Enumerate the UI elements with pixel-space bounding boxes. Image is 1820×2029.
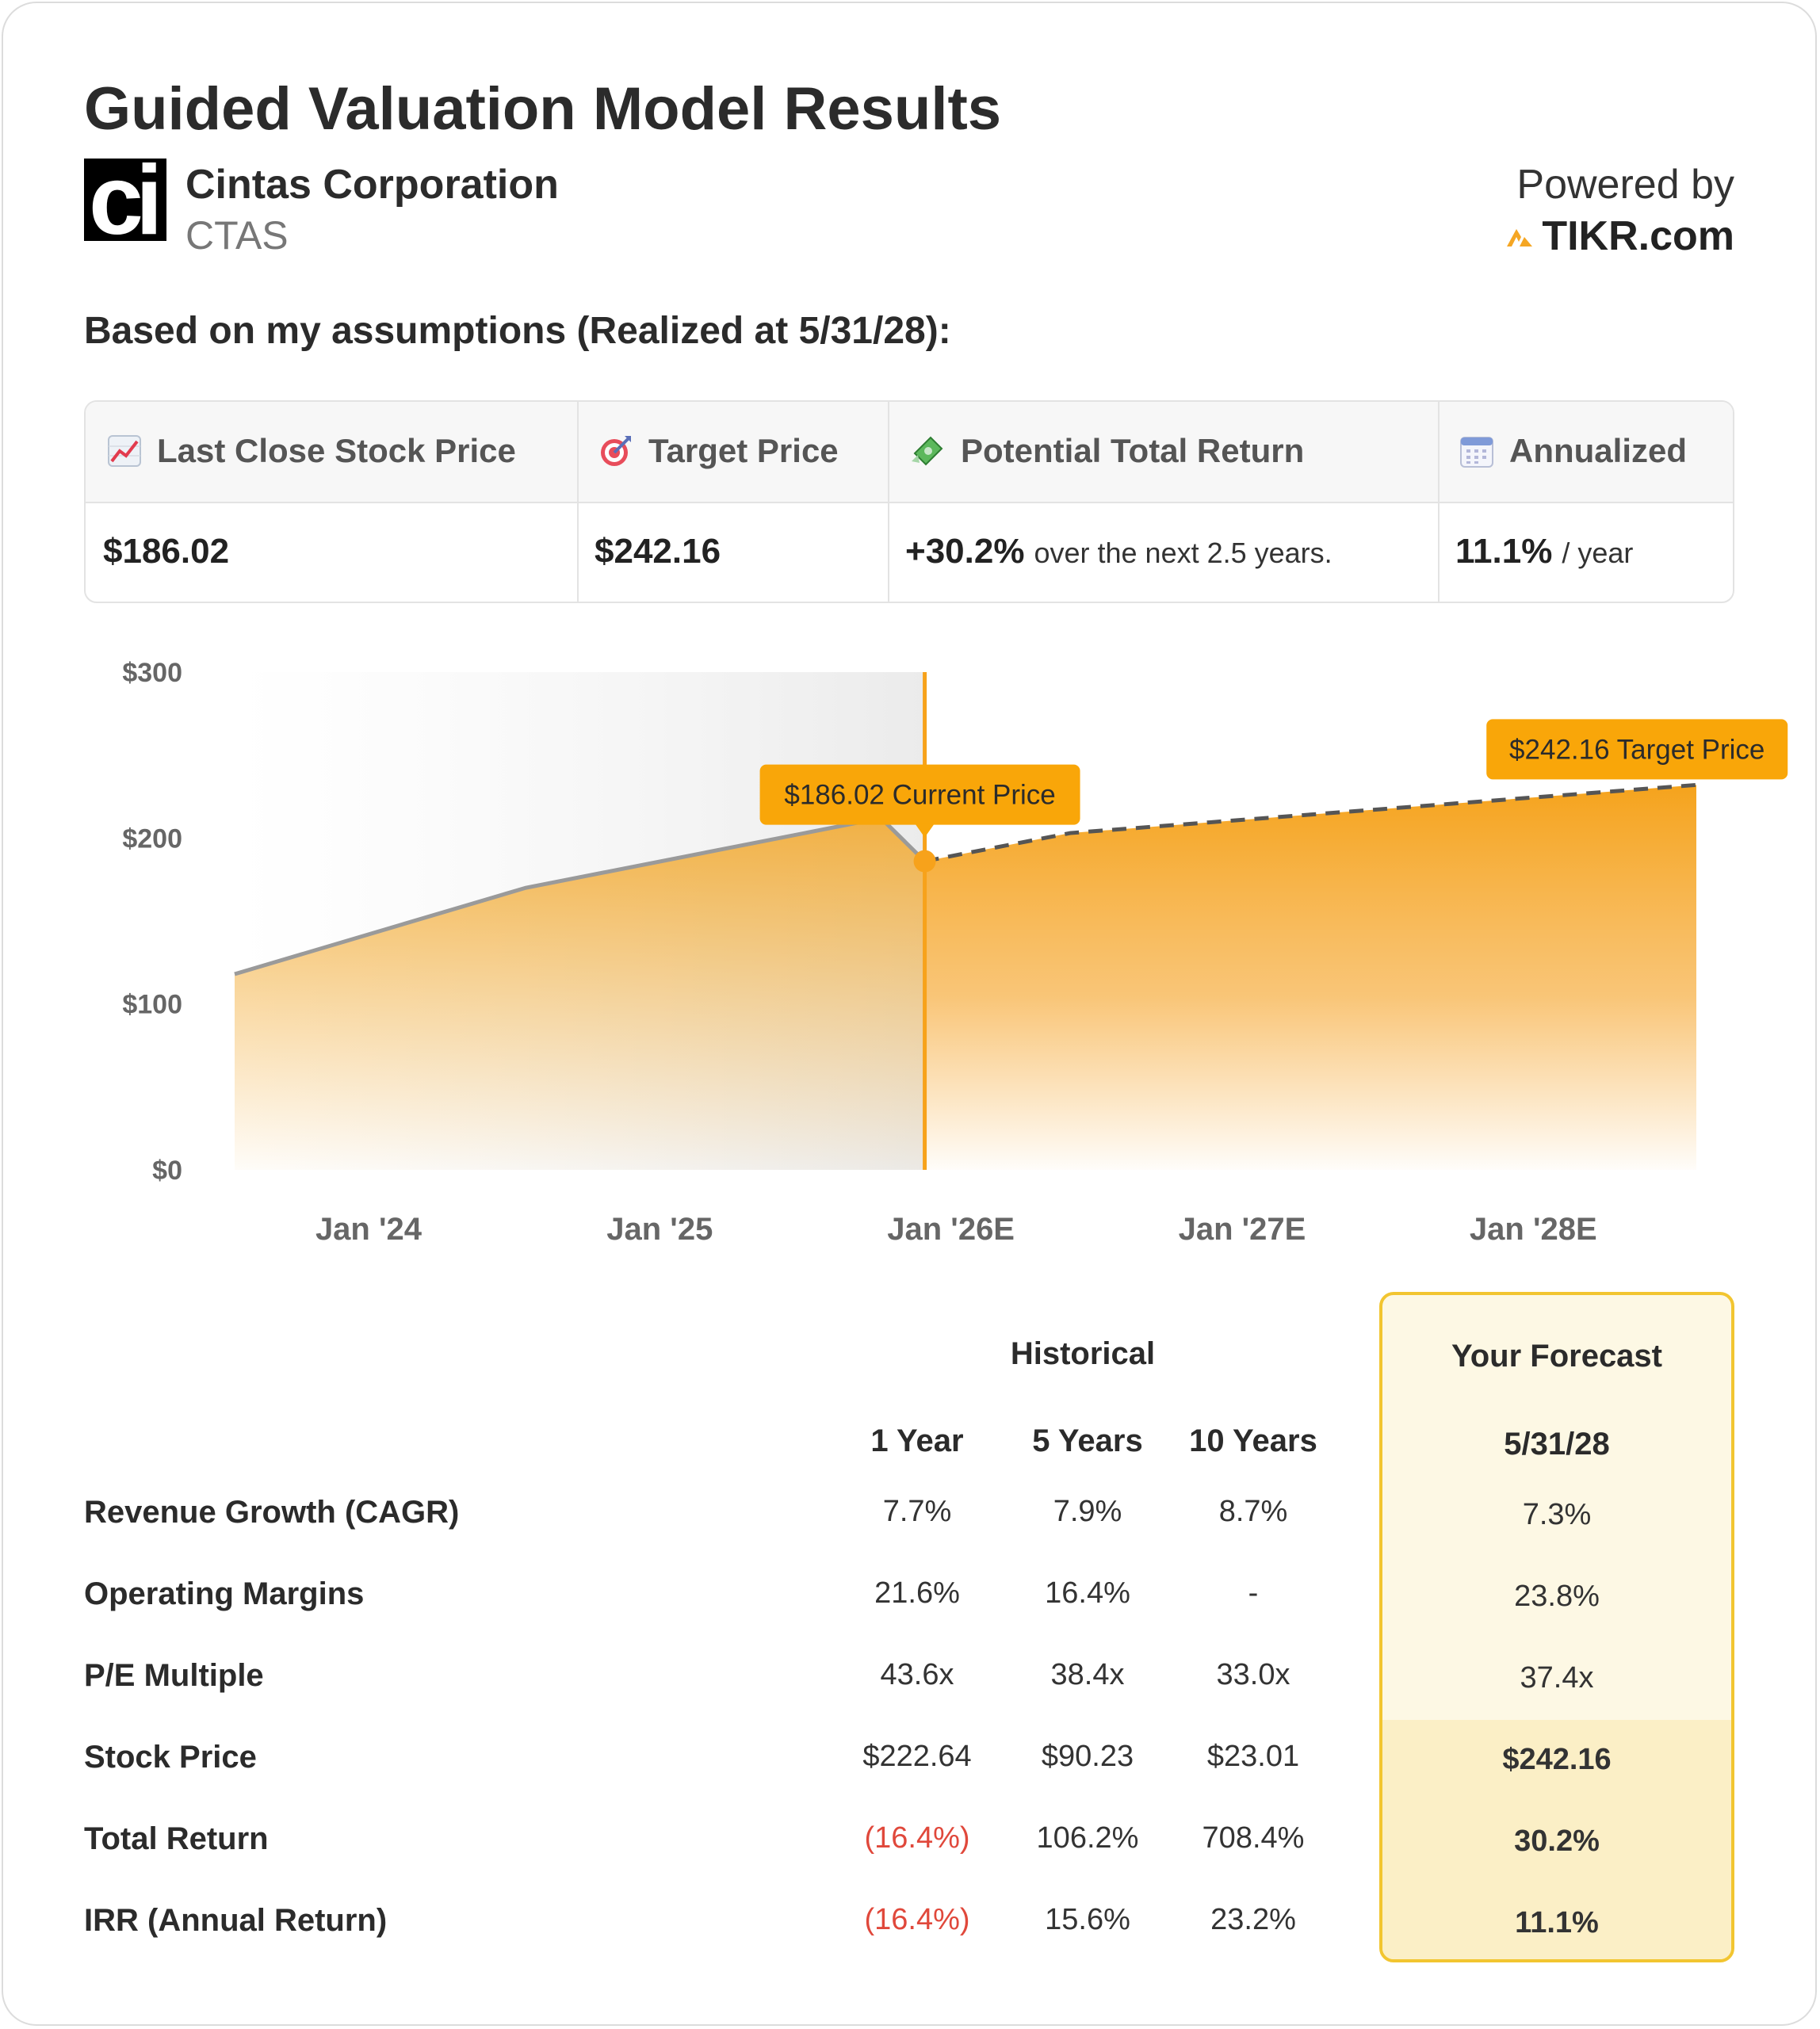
column-divider — [1438, 402, 1440, 602]
forecast-cell: 23.8% — [1514, 1580, 1600, 1613]
y-tick-label: $100 — [122, 990, 182, 1020]
forecast-cell: 11.1% — [1515, 1906, 1599, 1939]
table-cell: - — [1248, 1576, 1259, 1610]
target-icon — [601, 436, 631, 466]
row-label: Operating Margins — [84, 1576, 365, 1611]
row-label: Stock Price — [84, 1740, 257, 1775]
forecast-header: Your Forecast — [1451, 1339, 1662, 1374]
forecast-cell: 7.3% — [1522, 1498, 1592, 1531]
column-divider — [888, 402, 889, 602]
table-cell: 33.0x — [1216, 1658, 1290, 1691]
table-cell: 8.7% — [1218, 1495, 1288, 1528]
table-cell: $90.23 — [1041, 1740, 1134, 1773]
table-cell: 43.6x — [880, 1658, 954, 1691]
x-tick-label: Jan '24 — [315, 1212, 422, 1247]
table-cell: $222.64 — [862, 1740, 972, 1773]
chart-increasing-icon — [108, 435, 141, 467]
table-cell: 7.7% — [882, 1495, 952, 1528]
row-label: Revenue Growth (CAGR) — [84, 1495, 460, 1530]
money-with-wings-icon — [912, 436, 943, 466]
metric-label: Target Price — [648, 432, 839, 469]
column-header: 1 Year — [870, 1423, 964, 1458]
historical-area — [235, 818, 925, 1170]
row-label: Total Return — [84, 1821, 269, 1856]
column-header: 10 Years — [1189, 1423, 1317, 1458]
forecast-highlight — [1382, 1720, 1731, 1959]
table-cell: 708.4% — [1202, 1821, 1305, 1855]
table-cell: 38.4x — [1050, 1658, 1125, 1691]
metric-suffix: / year — [1562, 537, 1634, 569]
company-logo: ci — [84, 146, 166, 255]
brand-name: TIKR.com — [1542, 213, 1734, 259]
annotation-label: $186.02 Current Price — [784, 780, 1055, 811]
company-ticker: CTAS — [185, 213, 289, 258]
y-tick-label: $200 — [122, 823, 182, 854]
annotation-box — [1486, 719, 1788, 780]
x-tick-label: Jan '27E — [1179, 1212, 1306, 1247]
table-cell: (16.4%) — [864, 1903, 970, 1936]
x-tick-label: Jan '25 — [606, 1212, 713, 1247]
forecast-cell: 37.4x — [1520, 1661, 1594, 1695]
metric-value-annualized: 11.1% / year — [1455, 532, 1634, 571]
logo-text: ci — [89, 146, 162, 255]
y-tick-label: $0 — [152, 1156, 182, 1186]
forecast-column-header: 5/31/28 — [1504, 1427, 1610, 1462]
metric-header-annualized: Annualized — [1460, 432, 1687, 470]
table-cell: 15.6% — [1045, 1903, 1130, 1936]
metrics-header-row — [86, 402, 1733, 503]
annotation-label: $242.16 Target Price — [1509, 734, 1765, 765]
table-cell: 23.2% — [1210, 1903, 1296, 1936]
table-cell: 106.2% — [1036, 1821, 1139, 1855]
metric-value-target: $242.16 — [595, 532, 721, 571]
page-title: Guided Valuation Model Results — [84, 75, 1002, 143]
row-label: P/E Multiple — [84, 1658, 264, 1693]
metric-label: Last Close Stock Price — [157, 432, 516, 469]
historical-line — [234, 816, 927, 976]
metric-value-last-close: $186.02 — [103, 532, 230, 571]
column-divider — [577, 402, 579, 602]
current-price-point — [913, 850, 936, 873]
assumptions-heading: Based on my assumptions (Realized at 5/3… — [84, 310, 951, 352]
y-tick-label: $300 — [122, 658, 182, 688]
x-tick-label: Jan '28E — [1470, 1212, 1597, 1247]
metric-suffix: over the next 2.5 years. — [1034, 537, 1332, 569]
brand-link[interactable]: TIKR.com — [1505, 212, 1734, 260]
metric-value-total-return: +30.2% over the next 2.5 years. — [905, 532, 1332, 571]
table-cell: $23.01 — [1206, 1740, 1300, 1773]
table-cell: 21.6% — [874, 1576, 960, 1610]
metric-label: Potential Total Return — [961, 432, 1305, 469]
metric-header-total-return: Potential Total Return — [910, 432, 1304, 470]
metric-header-target: Target Price — [599, 432, 839, 470]
tikr-logo-icon — [1507, 229, 1533, 246]
table-cell: 16.4% — [1045, 1576, 1130, 1610]
forecast-area — [924, 785, 1696, 1170]
price-chart: $0 $100 $200 $300 Jan '24 Jan '25 Jan '26E Jan … — [122, 658, 1788, 1247]
calendar-icon — [1460, 437, 1493, 468]
forecast-line — [924, 782, 1697, 864]
table-cell: (16.4%) — [864, 1821, 970, 1855]
forecast-column-box — [1379, 1292, 1734, 1962]
forecast-cell: $242.16 — [1502, 1743, 1612, 1776]
annotation-box — [759, 764, 1080, 825]
row-label: IRR (Annual Return) — [84, 1903, 388, 1938]
historical-header: Historical — [1010, 1336, 1156, 1371]
powered-by-label: Powered by — [1516, 162, 1734, 208]
table-cell: 7.9% — [1053, 1495, 1122, 1528]
metric-label: Annualized — [1509, 432, 1688, 469]
forecast-cell: 30.2% — [1514, 1825, 1600, 1858]
metrics-table: Last Close Stock Price Target Price Pote… — [84, 400, 1734, 603]
company-name: Cintas Corporation — [185, 162, 559, 208]
annotation-pointer — [915, 823, 935, 838]
column-header: 5 Years — [1032, 1423, 1143, 1458]
x-tick-label: Jan '26E — [887, 1212, 1015, 1247]
metric-header-last-close: Last Close Stock Price — [108, 432, 516, 470]
